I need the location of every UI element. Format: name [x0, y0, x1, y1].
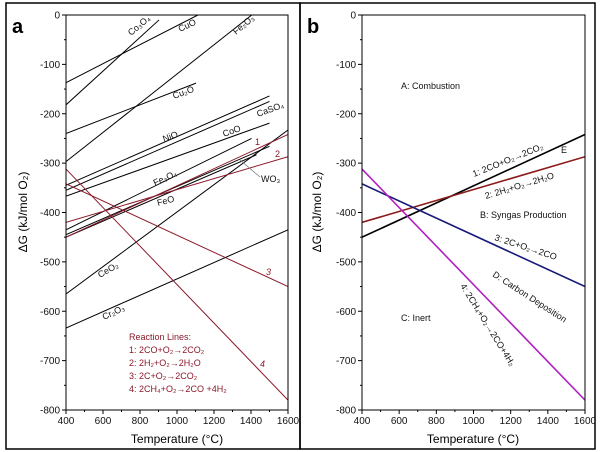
label-reaction-3: 3 [266, 267, 271, 277]
series-line [66, 154, 257, 238]
label-co3o4: Co₃O₄ [126, 13, 152, 37]
label-reaction-4: 4 [260, 359, 265, 369]
series-line [66, 229, 288, 329]
x-tick-label: 800 [428, 416, 445, 427]
region-c-inert: C: Inert [401, 313, 431, 323]
x-tick-label: 600 [391, 416, 408, 427]
legend-entry: 4: 2CH₄+O₂→2CO +4H₂ [129, 384, 227, 394]
panel-a-plot: 400 600 800 1000 1200 1400 1600 -800 -700 -600 -50… [40, 11, 300, 428]
panel-b-letter: b [307, 16, 319, 38]
label-b-reaction-3: 3: 2C+O₂→2CO [493, 232, 558, 262]
region-e: E [561, 145, 567, 155]
label-nio: NiO [161, 129, 179, 144]
label-feo: FeO [156, 194, 176, 208]
legend-entry: 1: 2CO+O₂→2CO₂ [129, 345, 205, 355]
series-line [66, 95, 270, 186]
series-line [66, 19, 160, 106]
label-fe2o3: Fe₂O₃ [231, 13, 257, 37]
y-tick-label: -800 [40, 406, 60, 417]
x-tick-label: 1200 [203, 416, 226, 427]
y-tick-label: -300 [40, 159, 60, 170]
series-line [66, 134, 288, 238]
x-tick-label: 1400 [240, 416, 263, 427]
legend-entry: 3: 2C+O₂→2CO₂ [129, 371, 198, 381]
series-line [66, 137, 252, 231]
x-tick-label: 1600 [277, 416, 300, 427]
y-tick-label: -700 [40, 356, 60, 367]
label-b-reaction-2: 2: 2H₂+O₂→2H₂O [484, 170, 556, 201]
y-tick-label: -800 [336, 406, 356, 417]
y-tick-label: 0 [54, 11, 60, 22]
legend-entry: 2: 2H₂+O₂→2H₂O [129, 358, 201, 368]
y-tick-label: -700 [336, 356, 356, 367]
y-tick-label: -100 [40, 60, 60, 71]
label-reaction-1: 1 [255, 137, 260, 147]
panel-b-frame [299, 2, 596, 450]
x-tick-label: 1400 [537, 416, 560, 427]
x-tick-label: 1600 [574, 416, 597, 427]
x-tick-label: 400 [354, 416, 371, 427]
series-line [362, 133, 585, 238]
x-tick-label: 600 [95, 416, 112, 427]
x-tick-label: 1000 [462, 416, 485, 427]
label-b-reaction-4: 4: 2CH₄+O₂→2CO+4H₂ [458, 282, 517, 368]
region-b-syngas: B: Syngas Production [480, 210, 567, 220]
label-caso4: CaSO₄ [255, 100, 285, 119]
series-line [66, 168, 288, 401]
series-line [66, 183, 288, 288]
y-tick-label: 0 [350, 11, 356, 22]
x-tick-label: 400 [58, 416, 75, 427]
x-tick-label: 800 [132, 416, 149, 427]
label-cu2o: Cu₂O [171, 84, 195, 101]
y-tick-label: -400 [336, 208, 356, 219]
panel-b-plot: 400 600 800 1000 1200 1400 1600 -800 -700 -600 -50… [336, 11, 597, 428]
label-cr2o3: Cr₂O₃ [101, 303, 127, 322]
series-line [66, 122, 270, 197]
y-tick-label: -500 [336, 257, 356, 268]
series-line [66, 100, 270, 191]
y-tick-label: -600 [336, 307, 356, 318]
legend-title: Reaction Lines: [129, 332, 191, 342]
series-line [362, 155, 585, 224]
panel-b-ylabel: ΔG (kJ/mol O₂) [310, 172, 324, 253]
y-tick-label: -500 [40, 257, 60, 268]
y-tick-label: -200 [336, 109, 356, 120]
series-line [66, 82, 197, 134]
y-tick-label: -400 [40, 208, 60, 219]
label-reaction-2: 2 [275, 149, 280, 159]
y-tick-label: -600 [40, 307, 60, 318]
series-line [66, 129, 288, 295]
panel-b-xlabel: Temperature (°C) [427, 432, 519, 446]
region-a-combustion: A: Combustion [401, 81, 460, 91]
y-tick-label: -100 [336, 60, 356, 71]
y-tick-label: -200 [40, 109, 60, 120]
label-b-reaction-1: 1: 2CO+O₂→2CO₂ [471, 141, 545, 179]
panel-a-ylabel: ΔG (kJ/mol O₂) [16, 172, 30, 253]
series-line [66, 156, 288, 223]
x-tick-label: 1000 [166, 416, 189, 427]
series-line [362, 168, 585, 401]
reaction-legend: Reaction Lines: 1: 2CO+O₂→2CO₂ 2: 2H₂+O₂… [129, 332, 227, 394]
label-wo3: WO₃ [261, 174, 280, 184]
series-line [66, 15, 199, 84]
label-cuo: CuO [177, 17, 198, 34]
wo3-pointer [239, 159, 261, 178]
x-tick-label: 1200 [500, 416, 523, 427]
y-tick-label: -300 [336, 159, 356, 170]
panel-a-xlabel: Temperature (°C) [131, 432, 223, 446]
label-fe3o4: Fe₃O₄ [152, 168, 179, 188]
region-d-carbon-deposition: D: Carbon Deposition [491, 269, 569, 324]
panel-a-letter: a [12, 16, 24, 38]
series-line [66, 15, 253, 163]
series-line [362, 183, 585, 288]
